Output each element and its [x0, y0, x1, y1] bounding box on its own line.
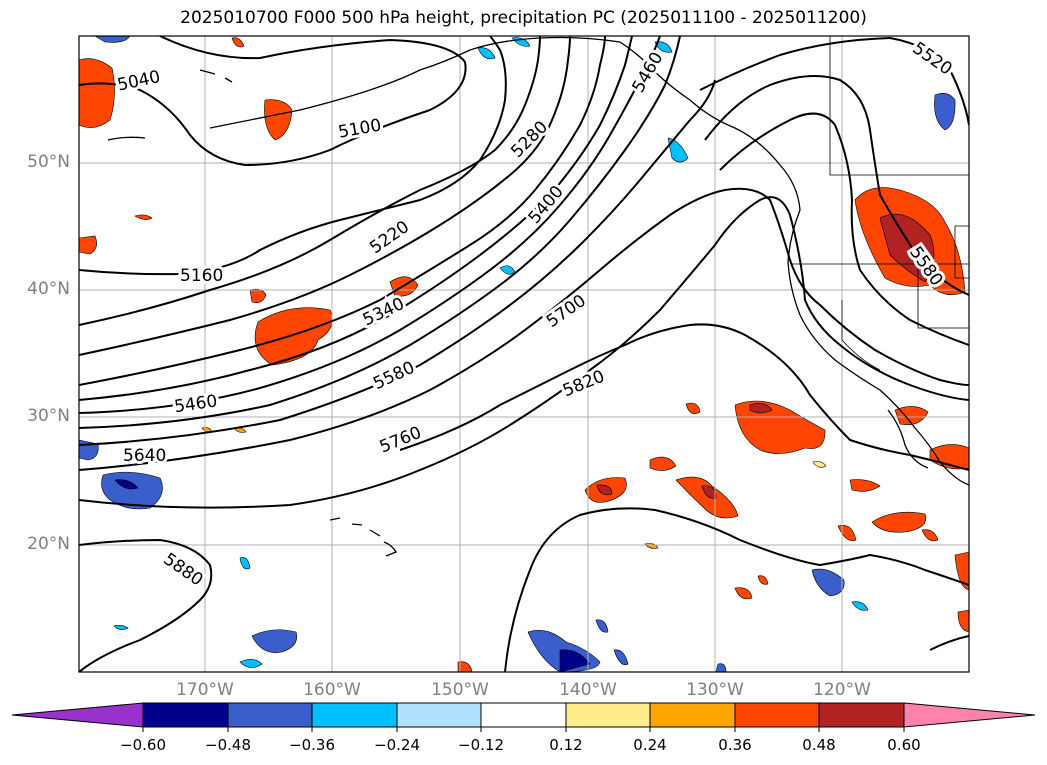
- colorbar-tick-label: −0.36: [289, 736, 335, 754]
- contour-label: 5040: [116, 67, 162, 96]
- lat-label: 40°N: [27, 279, 70, 299]
- lon-label: 140°W: [559, 680, 617, 700]
- lon-label: 150°W: [431, 680, 489, 700]
- colorbar-tick-label: −0.24: [374, 736, 420, 754]
- contour-label: 5640: [123, 446, 166, 466]
- precip-positive-anomalies: [79, 37, 969, 672]
- colorbar-tick-label: 0.48: [802, 736, 836, 754]
- colorbar-tick-label: −0.60: [120, 736, 166, 754]
- coastlines: [107, 36, 969, 557]
- lat-label: 50°N: [27, 152, 70, 172]
- precip-negative-anomalies: [79, 36, 956, 672]
- colorbar-tick-label: 0.60: [887, 736, 921, 754]
- colorbar-tick-label: 0.36: [718, 736, 752, 754]
- colorbar-tick-label: −0.12: [458, 736, 504, 754]
- colorbar-tick-label: 0.24: [633, 736, 667, 754]
- contour-label: 5760: [377, 423, 425, 458]
- lon-label: 120°W: [813, 680, 871, 700]
- height-contours: [79, 36, 969, 672]
- contour-label: 5160: [180, 266, 223, 286]
- colorbar-tick-label: 0.12: [549, 736, 583, 754]
- lat-label: 30°N: [27, 406, 70, 426]
- colorbar: [11, 702, 1036, 732]
- lon-label: 130°W: [686, 680, 744, 700]
- map-title: 2025010700 F000 500 hPa height, precipit…: [180, 8, 867, 28]
- colorbar-ticks: [142, 727, 905, 732]
- contour-label: 5100: [337, 115, 383, 142]
- colorbar-max-extension: [903, 702, 1036, 728]
- colorbar-min-extension: [11, 702, 144, 728]
- political-borders: [790, 36, 969, 371]
- contour-label: 5520: [909, 38, 956, 79]
- lon-label: 170°W: [176, 680, 234, 700]
- contour-label: 5220: [366, 217, 413, 258]
- contour-label: 5460: [629, 49, 668, 96]
- colorbar-tick-label: −0.48: [205, 736, 251, 754]
- lon-label: 160°W: [303, 680, 361, 700]
- lat-label: 20°N: [27, 534, 70, 554]
- map-frame: [78, 35, 970, 673]
- contour-label: 5460: [173, 391, 219, 417]
- contour-label: 5340: [360, 294, 408, 330]
